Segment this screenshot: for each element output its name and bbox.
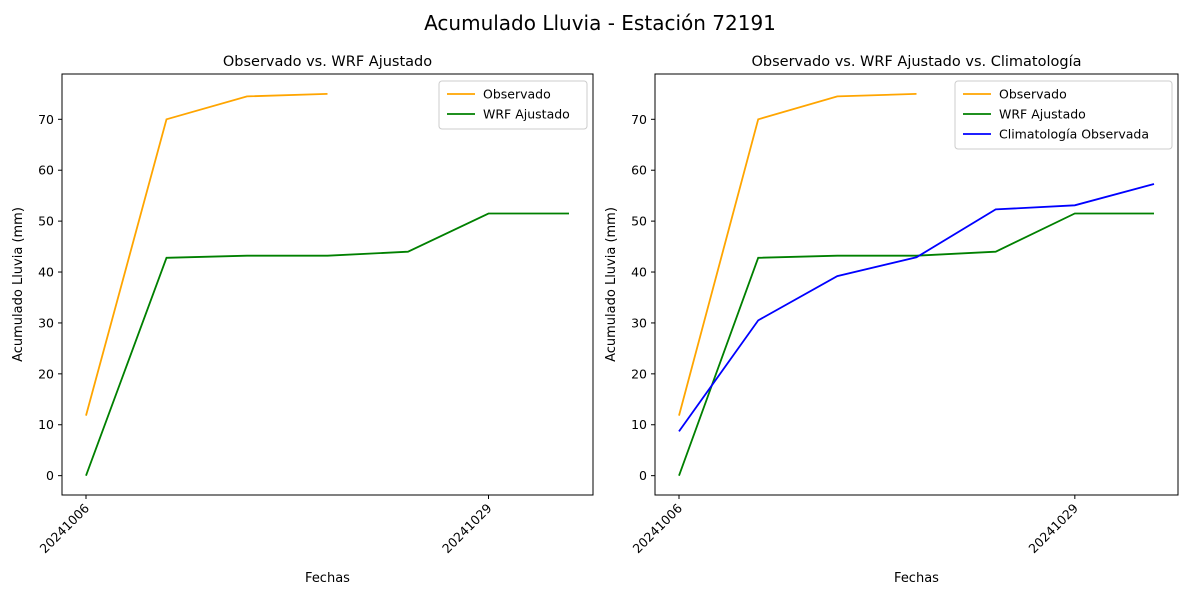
legend-label: Observado xyxy=(483,87,551,102)
x-tick-label: 20241006 xyxy=(37,500,93,556)
chart-title: Observado vs. WRF Ajustado vs. Climatolo… xyxy=(752,54,1082,70)
y-tick-label: 20 xyxy=(38,366,54,381)
y-tick-label: 40 xyxy=(631,265,647,280)
chart-panel-1: Observado vs. WRF Ajustado 0 10 20 30 40 50 60 7… xyxy=(11,54,594,586)
legend-label: Climatología Observada xyxy=(999,127,1149,142)
chart-title: Observado vs. WRF Ajustado xyxy=(223,54,432,70)
x-tick-label: 20241006 xyxy=(630,500,686,556)
x-axis-label: Fechas xyxy=(894,571,939,586)
chart-panel-2: Observado vs. WRF Ajustado vs. Climatolo… xyxy=(604,54,1179,586)
y-axis-label: Acumulado Lluvia (mm) xyxy=(604,207,619,362)
x-tick-label: 20241029 xyxy=(1025,500,1081,556)
plot-frame xyxy=(654,73,1179,496)
y-tick-label: 30 xyxy=(631,315,647,330)
y-tick-label: 40 xyxy=(38,265,54,280)
y-tick-label: 10 xyxy=(38,417,54,432)
y-tick-label: 10 xyxy=(631,417,647,432)
series-line-wrf-ajustado xyxy=(678,212,1154,477)
y-tick-label: 60 xyxy=(38,163,54,178)
plot-frame xyxy=(61,73,594,496)
legend: Observado WRF Ajustado Climatología Observ… xyxy=(954,80,1173,150)
y-axis-label: Acumulado Lluvia (mm) xyxy=(11,207,26,362)
y-tick-label: 70 xyxy=(631,112,647,127)
series-line-observado xyxy=(678,93,917,416)
y-tick-label: 50 xyxy=(631,214,647,229)
legend-box xyxy=(438,80,588,130)
series-line-wrf-ajustado xyxy=(85,212,569,477)
x-tick-label: 20241029 xyxy=(439,500,495,556)
legend-label: WRF Ajustado xyxy=(999,107,1086,122)
x-axis-label: Fechas xyxy=(305,571,350,586)
y-tick-label: 20 xyxy=(631,366,647,381)
legend: Observado WRF Ajustado xyxy=(438,80,588,130)
y-tick-label: 70 xyxy=(38,112,54,127)
y-tick-label: 0 xyxy=(639,468,647,483)
y-tick-label: 60 xyxy=(631,163,647,178)
y-tick-label: 0 xyxy=(46,468,54,483)
legend-label: WRF Ajustado xyxy=(483,107,570,122)
series-line-climatolog-a-observada xyxy=(678,183,1155,432)
y-tick-label: 30 xyxy=(38,315,54,330)
figure-title: Acumulado Lluvia - Estación 72191 xyxy=(424,11,776,35)
legend-box xyxy=(954,80,1173,150)
y-tick-label: 50 xyxy=(38,214,54,229)
legend-label: Observado xyxy=(999,87,1067,102)
series-line-observado xyxy=(85,93,328,416)
